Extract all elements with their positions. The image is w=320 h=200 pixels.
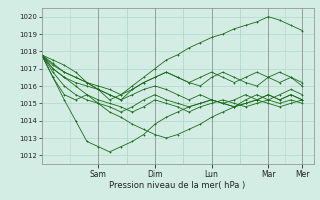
X-axis label: Pression niveau de la mer( hPa ): Pression niveau de la mer( hPa ) [109,181,246,190]
